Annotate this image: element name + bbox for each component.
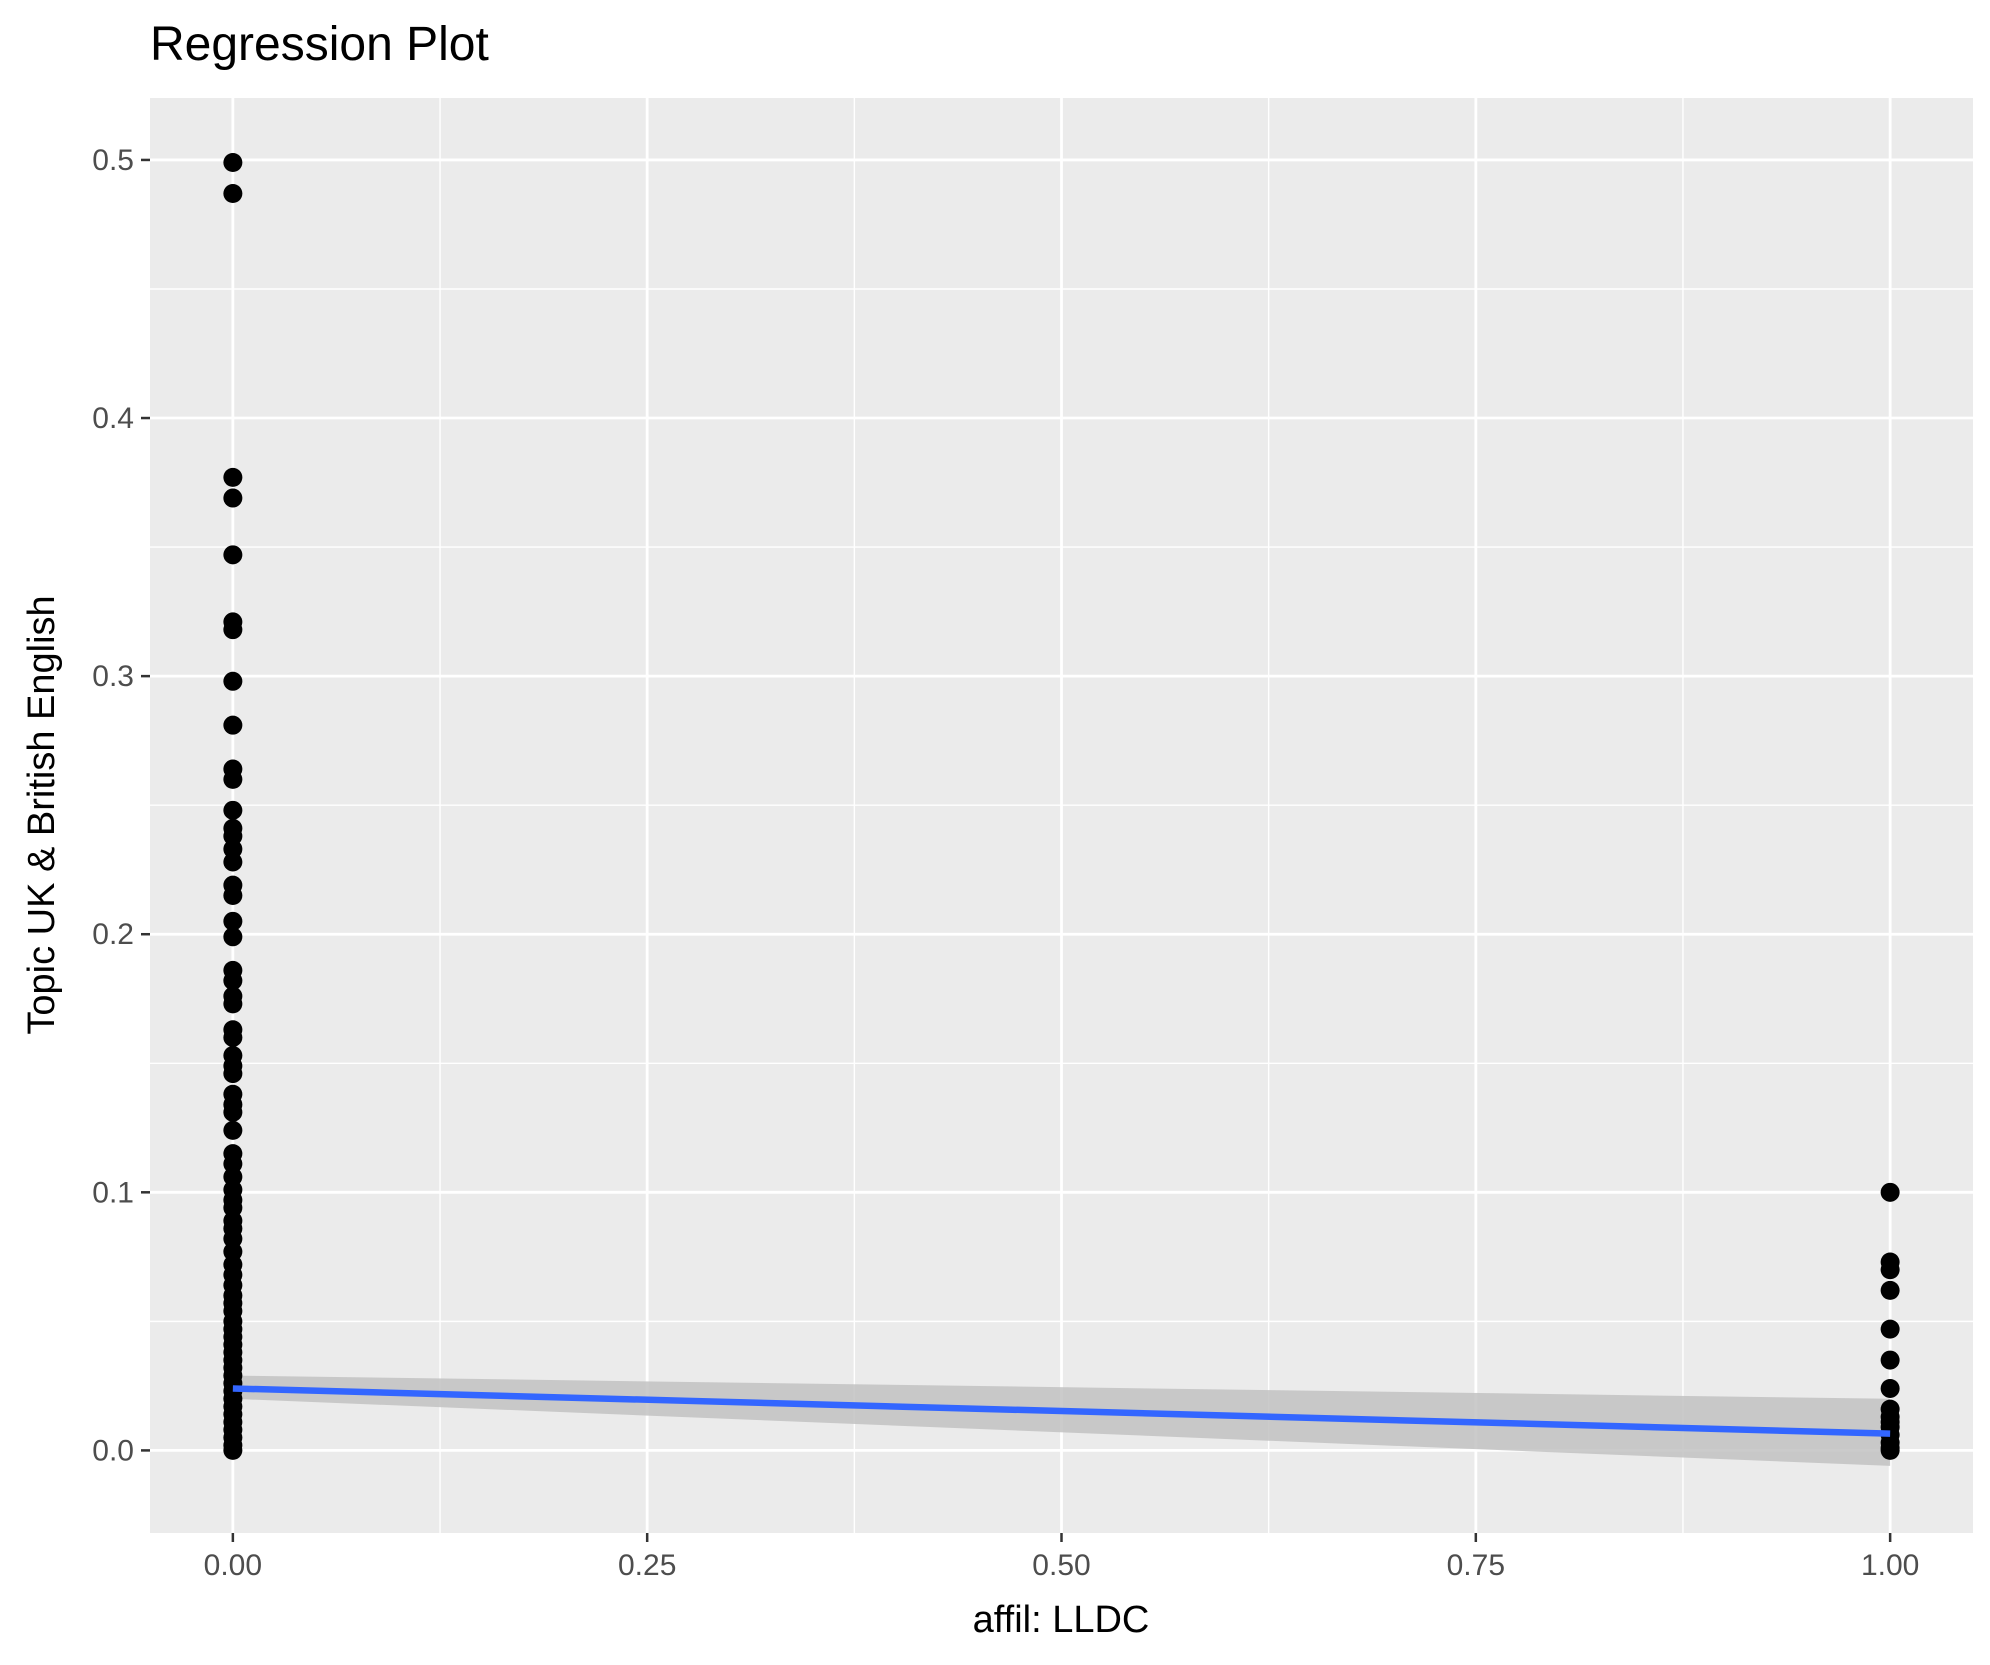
data-point <box>1880 1319 1900 1339</box>
x-tick-label: 0.25 <box>618 1549 676 1582</box>
data-point <box>223 1440 243 1460</box>
data-point <box>223 153 243 173</box>
data-point <box>223 852 243 872</box>
chart-title: Regression Plot <box>150 18 489 71</box>
data-point <box>1880 1350 1900 1370</box>
data-point <box>223 927 243 947</box>
x-tick-label: 1.00 <box>1861 1549 1919 1582</box>
data-point <box>223 1102 243 1122</box>
y-tick-label: 0.3 <box>92 660 134 693</box>
data-points-layer <box>223 153 1900 1460</box>
y-axis-title: Topic UK & British English <box>21 595 63 1034</box>
data-point <box>1880 1260 1900 1280</box>
regression-line <box>232 1385 1891 1437</box>
y-tick-label: 0.5 <box>92 144 134 177</box>
x-axis: 0.00 0.25 0.50 0.75 1.00 <box>204 1533 1919 1582</box>
data-point <box>223 1120 243 1140</box>
data-point <box>1880 1280 1900 1300</box>
data-point <box>223 488 243 508</box>
data-point <box>223 183 243 203</box>
data-point <box>223 1064 243 1084</box>
x-tick-label: 0.75 <box>1447 1549 1505 1582</box>
data-point <box>223 800 243 820</box>
data-point <box>223 467 243 487</box>
y-tick-label: 0.0 <box>92 1434 134 1467</box>
data-point <box>223 911 243 931</box>
y-tick-label: 0.1 <box>92 1176 134 1209</box>
data-point <box>1880 1378 1900 1398</box>
data-point <box>223 994 243 1014</box>
data-point <box>223 545 243 565</box>
data-point <box>1880 1182 1900 1202</box>
data-point <box>223 620 243 640</box>
data-point <box>223 671 243 691</box>
x-axis-title: affil: LLDC <box>973 1599 1150 1641</box>
data-point <box>223 886 243 906</box>
x-tick-label: 0.00 <box>204 1549 262 1582</box>
data-point <box>223 971 243 991</box>
data-point <box>223 715 243 735</box>
data-point <box>223 1027 243 1047</box>
regression-line-layer <box>232 1385 1891 1437</box>
data-point <box>1880 1440 1900 1460</box>
data-point <box>223 769 243 789</box>
y-tick-label: 0.4 <box>92 402 134 435</box>
y-tick-label: 0.2 <box>92 918 134 951</box>
y-axis: 0.0 0.1 0.2 0.3 0.4 0.5 <box>92 144 150 1467</box>
x-tick-label: 0.50 <box>1032 1549 1090 1582</box>
